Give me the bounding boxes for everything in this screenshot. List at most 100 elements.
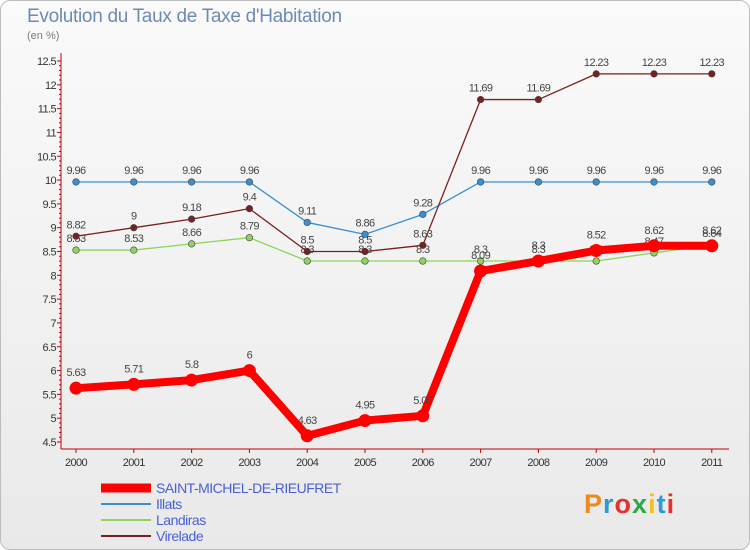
data-label-saint-michel-de-rieufret: 8.62 xyxy=(702,225,721,237)
proxiti-logo: Proxiti xyxy=(584,489,675,520)
data-point-virelade xyxy=(303,247,311,256)
y-tick-label: 7.5 xyxy=(43,294,57,306)
data-label-virelade: 11.69 xyxy=(527,83,551,95)
data-label-virelade: 9 xyxy=(131,211,137,223)
data-label-illats: 9.96 xyxy=(66,165,85,177)
data-label-saint-michel-de-rieufret: 5.71 xyxy=(124,363,143,375)
legend-label-virelade: Virelade xyxy=(156,528,204,544)
data-point-illats xyxy=(419,210,427,218)
data-label-virelade: 12.23 xyxy=(700,57,725,69)
y-tick-label: 5.5 xyxy=(43,389,57,401)
data-label-illats: 9.28 xyxy=(413,197,432,209)
data-label-virelade: 11.69 xyxy=(469,83,493,95)
y-tick-label: 9.5 xyxy=(43,199,57,211)
data-label-virelade: 12.23 xyxy=(642,57,667,69)
data-label-virelade: 12.23 xyxy=(584,57,609,69)
data-point-virelade xyxy=(188,215,196,223)
data-point-illats xyxy=(534,178,543,186)
data-label-landiras: 8.66 xyxy=(182,227,201,239)
data-point-saint-michel-de-rieufret xyxy=(127,377,141,391)
logo-letter: r xyxy=(603,489,615,519)
data-label-illats: 9.11 xyxy=(298,205,317,217)
x-tick-label: 2006 xyxy=(412,457,435,469)
data-point-illats xyxy=(130,178,138,186)
data-label-illats: 9.96 xyxy=(587,165,606,177)
logo-letter: t xyxy=(656,489,667,519)
data-label-virelade: 8.63 xyxy=(413,228,432,240)
data-point-illats xyxy=(245,178,253,186)
data-point-saint-michel-de-rieufret xyxy=(358,414,372,428)
data-point-virelade xyxy=(650,70,658,78)
data-label-saint-michel-de-rieufret: 5.05 xyxy=(413,395,432,407)
data-point-illats xyxy=(188,178,196,186)
data-point-saint-michel-de-rieufret xyxy=(416,409,430,423)
logo-letter: i xyxy=(648,489,657,519)
data-point-saint-michel-de-rieufret xyxy=(300,429,314,443)
y-tick-label: 9 xyxy=(50,223,56,235)
series-virelade: 8.82 9 9.18 9.4 8.5 8.5 8.63 11.69 11.69 12.23 12.… xyxy=(66,57,725,256)
y-tick-label: 11 xyxy=(46,127,57,139)
data-point-landiras xyxy=(592,257,600,265)
data-point-saint-michel-de-rieufret xyxy=(474,264,488,278)
y-tick-label: 10 xyxy=(45,175,57,187)
data-label-landiras: 8.79 xyxy=(240,221,259,233)
series-line-saint-michel-de-rieufret xyxy=(72,241,716,440)
data-label-illats: 9.96 xyxy=(644,165,663,177)
y-tick-label: 7 xyxy=(50,318,56,330)
series-landiras: 8.538.538.668.798.38.38.38.38.38.38.478.… xyxy=(66,221,722,265)
y-tick-label: 6 xyxy=(50,366,56,378)
x-tick-label: 2000 xyxy=(65,457,88,469)
x-tick-label: 2009 xyxy=(585,457,608,469)
data-point-virelade xyxy=(361,247,369,256)
data-label-illats: 9.96 xyxy=(240,165,259,177)
data-label-saint-michel-de-rieufret: 8.52 xyxy=(587,230,606,242)
data-label-illats: 9.96 xyxy=(182,165,201,177)
chart-subtitle: (en %) xyxy=(27,30,60,42)
data-label-landiras: 8.3 xyxy=(474,244,488,256)
data-label-illats: 9.96 xyxy=(702,165,721,177)
legend-label-saint-michel-de-rieufret: SAINT-MICHEL-DE-RIEUFRET xyxy=(156,480,342,496)
data-point-landiras xyxy=(477,257,485,265)
data-point-virelade xyxy=(245,205,253,213)
data-point-illats xyxy=(477,178,485,186)
data-point-landiras xyxy=(361,257,369,265)
data-point-illats xyxy=(72,178,80,186)
data-point-virelade xyxy=(708,70,716,78)
y-tick-label: 12.5 xyxy=(37,56,56,68)
data-point-saint-michel-de-rieufret xyxy=(647,239,661,253)
x-tick-label: 2005 xyxy=(354,457,377,469)
x-tick-label: 2002 xyxy=(181,457,204,469)
data-point-illats xyxy=(361,230,369,238)
data-point-saint-michel-de-rieufret xyxy=(705,239,719,253)
data-point-virelade xyxy=(477,95,485,104)
data-label-saint-michel-de-rieufret: 8.3 xyxy=(532,240,546,252)
y-tick-label: 5 xyxy=(50,413,56,425)
data-label-saint-michel-de-rieufret: 4.95 xyxy=(355,400,374,412)
chart-title: Evolution du Taux de Taxe d'Habitation xyxy=(27,6,342,27)
y-tick-label: 10.5 xyxy=(37,151,56,163)
data-point-saint-michel-de-rieufret xyxy=(531,254,545,268)
x-tick-label: 2003 xyxy=(238,457,261,469)
data-point-virelade xyxy=(419,241,427,249)
x-tick-label: 2011 xyxy=(701,457,723,469)
data-point-illats xyxy=(592,178,600,186)
y-tick-label: 6.5 xyxy=(43,342,57,354)
data-label-illats: 9.96 xyxy=(124,165,143,177)
legend-label-landiras: Landiras xyxy=(156,512,206,528)
data-point-landiras xyxy=(419,257,427,265)
data-label-saint-michel-de-rieufret: 4.63 xyxy=(298,415,317,427)
data-point-saint-michel-de-rieufret xyxy=(589,244,603,258)
data-label-virelade: 8.5 xyxy=(358,235,372,247)
x-tick-label: 2007 xyxy=(470,457,493,469)
data-label-saint-michel-de-rieufret: 5.63 xyxy=(66,367,85,379)
y-tick-label: 12 xyxy=(45,80,57,92)
data-point-landiras xyxy=(188,240,196,248)
data-point-virelade xyxy=(534,95,543,104)
data-point-illats xyxy=(708,178,716,186)
data-label-saint-michel-de-rieufret: 8.09 xyxy=(471,250,490,262)
data-point-landiras xyxy=(245,234,253,242)
data-label-saint-michel-de-rieufret: 5.8 xyxy=(185,359,199,371)
data-point-saint-michel-de-rieufret xyxy=(242,364,256,378)
data-label-landiras: 8.3 xyxy=(532,244,546,256)
